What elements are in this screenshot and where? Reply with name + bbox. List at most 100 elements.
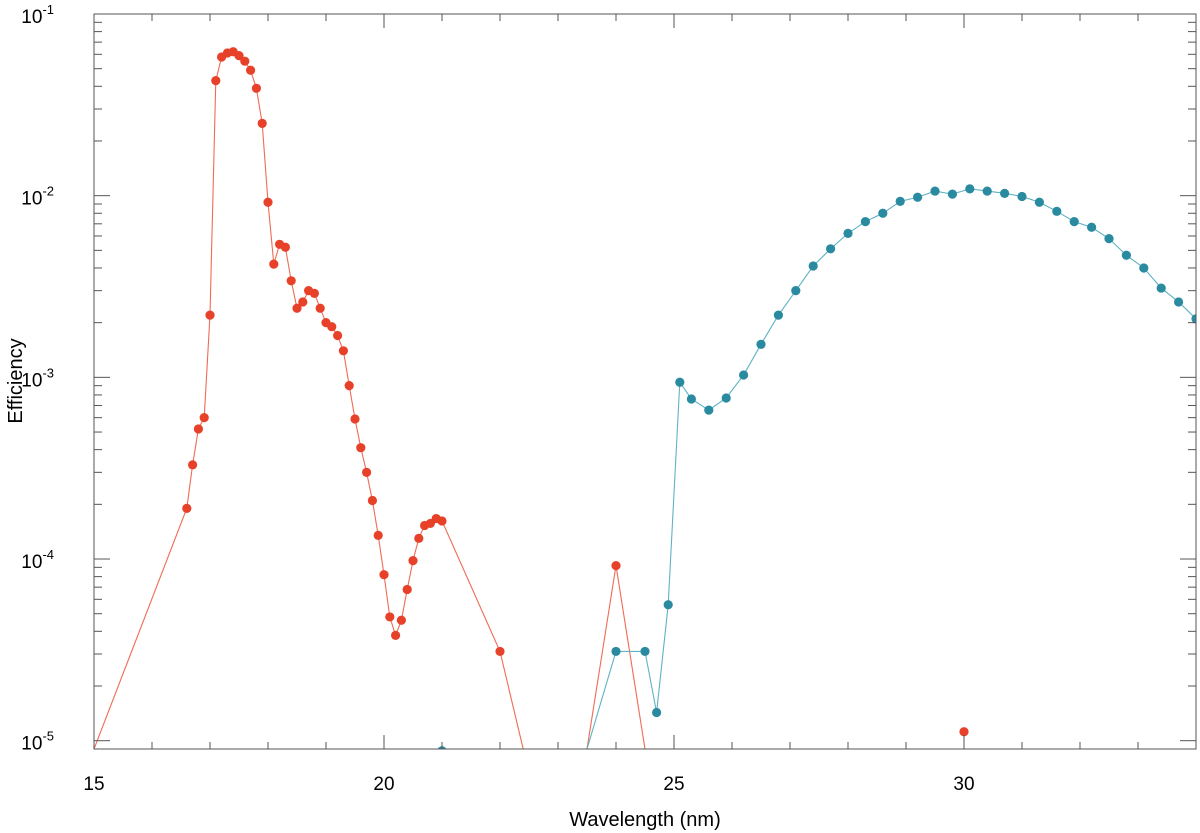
y-tick-label: 10-3 (21, 365, 54, 391)
y-tick-base: 10 (21, 7, 42, 28)
series-2-point (640, 646, 650, 657)
x-axis: 15 20 25 30 (83, 14, 1197, 795)
series-2-point (843, 228, 853, 238)
series-1-point (263, 197, 273, 207)
series-1-point (315, 303, 325, 313)
series-2-point (965, 184, 975, 194)
x-tick-label: 30 (953, 774, 974, 795)
series-2-point (1069, 216, 1079, 227)
series-1-point (193, 424, 203, 434)
series-1-point (385, 612, 395, 622)
series-2-point (826, 244, 836, 254)
series-1-point (333, 330, 343, 341)
series-1-point (309, 288, 319, 298)
series-2-point (1191, 314, 1196, 324)
series-2-point (947, 189, 958, 199)
series-1-point (205, 310, 215, 320)
series-1-point (257, 118, 267, 128)
series-1-point (286, 276, 296, 286)
y-tick-exponent: -4 (42, 547, 54, 562)
series-2-point (756, 339, 766, 349)
y-tick-label: 10-2 (21, 184, 54, 210)
series-2-point (791, 286, 801, 296)
series-1-point (373, 530, 383, 540)
series-2-point (739, 370, 749, 380)
series-1-point (408, 556, 418, 566)
series-2-point (611, 646, 621, 657)
series-2-point (1156, 283, 1166, 293)
series-2-point (1087, 222, 1097, 232)
x-axis-title: Wavelength (nm) (569, 809, 721, 831)
series-layer (94, 47, 1196, 749)
series-2-point (808, 261, 818, 271)
y-axis-title: Efficiency (5, 338, 27, 423)
y-tick-base: 10 (21, 552, 42, 573)
series-2-point (1104, 234, 1114, 244)
series-2-point (1052, 206, 1062, 216)
series-1-point (240, 56, 250, 66)
y-tick-label: 10-1 (21, 2, 54, 28)
series-2-point (860, 216, 871, 227)
series-2-point (773, 310, 784, 320)
y-axis: 10-510-410-310-210-1 (21, 2, 1196, 755)
series-1-point (251, 83, 261, 93)
series-1-point (211, 75, 221, 86)
series-2-point (663, 600, 673, 610)
series-2-point (704, 405, 714, 415)
series-2-point (895, 196, 905, 206)
y-tick-exponent: -2 (42, 184, 54, 199)
series-1-point (182, 503, 192, 513)
series-1-point (437, 516, 447, 526)
series-2-line (586, 188, 1196, 749)
series-2-point (1034, 197, 1044, 207)
series-1-point (269, 259, 279, 269)
series-2-point (913, 192, 923, 202)
series-1-point (356, 443, 366, 453)
series-2-point (652, 707, 662, 718)
y-tick-exponent: -5 (42, 729, 54, 744)
y-tick-label: 10-4 (21, 547, 54, 573)
series-1-point (298, 297, 308, 307)
series-1-point (338, 346, 348, 356)
series-2-point (1121, 250, 1131, 260)
series-1-point (367, 495, 377, 506)
series-2-point (878, 208, 888, 218)
series-1-point (402, 584, 412, 595)
series-1-point (611, 560, 621, 571)
y-tick-base: 10 (21, 370, 42, 391)
x-tick-label: 25 (663, 774, 684, 795)
series-1-line (94, 51, 646, 749)
series-1-point (188, 460, 198, 470)
series-1-point (199, 413, 209, 423)
y-tick-exponent: -3 (42, 365, 54, 380)
plot-frame (93, 13, 1197, 750)
series-2-point (675, 377, 685, 387)
series-1-point (246, 65, 256, 75)
series-2-point (1000, 188, 1010, 198)
x-tick-label: 15 (83, 774, 104, 795)
series-2-point (930, 186, 940, 196)
series-1-point (362, 467, 372, 477)
series-2-point (1017, 191, 1027, 202)
series-2-point (1174, 297, 1184, 307)
series-1-point (391, 630, 401, 640)
series-2-point (1139, 263, 1149, 273)
y-tick-base: 10 (21, 189, 42, 210)
series-1-point (344, 381, 354, 391)
series-2-point (721, 393, 731, 403)
series-1-point (959, 727, 969, 737)
series-1-point (292, 303, 302, 313)
series-2-point (686, 394, 697, 404)
y-tick-exponent: -1 (42, 2, 54, 17)
series-1-point (280, 242, 290, 252)
series-1-point (234, 51, 244, 61)
x-tick-label: 20 (373, 774, 394, 795)
series-1-point (396, 615, 406, 625)
y-tick-base: 10 (21, 734, 42, 755)
series-1-point (495, 646, 505, 657)
y-tick-label: 10-5 (21, 729, 54, 755)
series-1-point (350, 414, 360, 424)
series-1-point (379, 570, 389, 580)
series-1-point (327, 322, 337, 332)
